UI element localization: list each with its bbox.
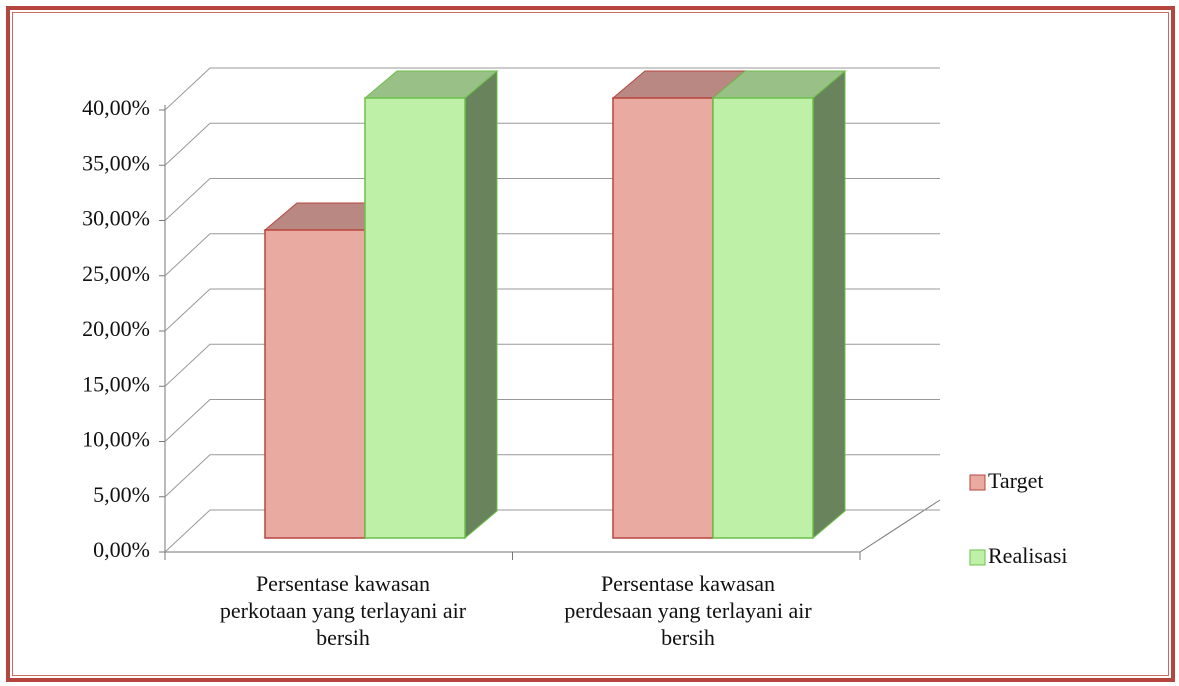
x-tick-label: Persentase kawasan perkotaan yang terlay…: [219, 571, 467, 650]
y-tick-label: 35,00%: [82, 150, 150, 175]
y-tick-label: 30,00%: [82, 206, 150, 231]
floor-edge: [859, 499, 941, 553]
y-tick-label: 5,00%: [93, 482, 150, 507]
x-tick-label: Persentase kawasan perdesaan yang terlay…: [564, 571, 812, 650]
bar: [612, 97, 714, 539]
y-tick-label: 0,00%: [93, 537, 150, 562]
bar: [364, 97, 466, 539]
legend-swatch: [969, 549, 986, 566]
legend-swatch: [969, 474, 986, 491]
y-tick-label: 10,00%: [82, 427, 150, 452]
grid-line: [164, 67, 940, 111]
legend-label: Realisasi: [988, 543, 1067, 568]
y-tick-label: 20,00%: [82, 316, 150, 341]
legend-label: Target: [988, 468, 1043, 493]
bar-side: [812, 69, 846, 540]
y-tick-label: 40,00%: [82, 95, 150, 120]
bar: [264, 229, 366, 539]
bar: [712, 97, 814, 539]
bar-side: [464, 69, 498, 540]
y-tick-label: 25,00%: [82, 261, 150, 286]
y-tick-label: 15,00%: [82, 371, 150, 396]
chart-frame: [6, 6, 1175, 682]
